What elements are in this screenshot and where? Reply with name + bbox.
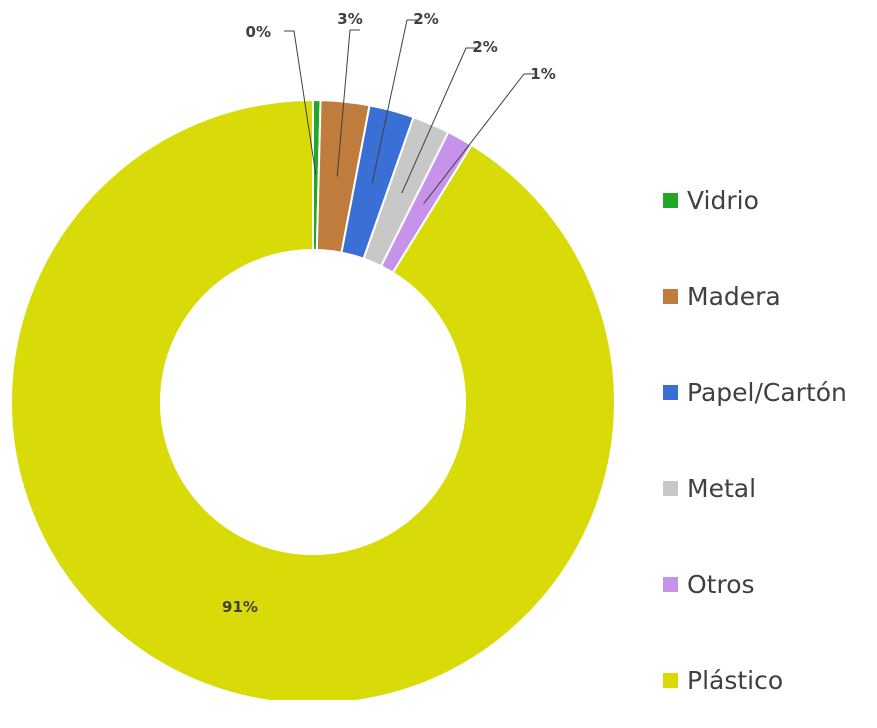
donut-chart: 0% 3% 2% 2% 1% 91% <box>10 10 616 700</box>
data-labels: 0% 3% 2% 2% 1% 91% <box>222 10 556 616</box>
donut-slices <box>10 98 616 700</box>
legend-label-metal: Metal <box>687 473 757 503</box>
data-label-plastico: 91% <box>222 598 258 616</box>
leader-line-madera <box>336 29 360 177</box>
legend-item-papel-carton: Papel/Cartón <box>663 344 847 440</box>
legend-item-otros: Otros <box>663 536 847 632</box>
legend-item-madera: Madera <box>663 248 847 344</box>
legend-label-papel-carton: Papel/Cartón <box>687 377 847 407</box>
legend-swatch-papel-carton <box>663 384 678 400</box>
legend-label-vidrio: Vidrio <box>687 185 759 215</box>
legend-swatch-plastico <box>663 672 678 688</box>
legend-item-plastico: Plástico <box>663 632 847 728</box>
legend-item-vidrio: Vidrio <box>663 152 847 248</box>
legend-swatch-otros <box>663 576 678 592</box>
legend-item-metal: Metal <box>663 440 847 536</box>
legend-swatch-metal <box>663 480 678 496</box>
legend-swatch-madera <box>663 288 678 304</box>
data-label-metal: 2% <box>472 38 497 56</box>
leader-line-vidrio <box>284 30 317 176</box>
data-label-otros: 1% <box>530 65 555 83</box>
data-label-papel-carton: 2% <box>413 10 438 28</box>
leader-line-otros <box>423 73 534 205</box>
data-label-vidrio: 0% <box>246 23 271 41</box>
slice-plastico <box>10 98 616 700</box>
leader-line-papel-carton <box>371 19 417 183</box>
legend: Vidrio Madera Papel/Cartón Metal Otros Plásti… <box>663 152 847 728</box>
data-label-madera: 3% <box>337 10 362 28</box>
legend-label-madera: Madera <box>687 281 781 311</box>
legend-label-plastico: Plástico <box>687 665 784 695</box>
leader-line-metal <box>401 47 476 194</box>
legend-label-otros: Otros <box>687 569 755 599</box>
leader-lines <box>284 19 534 205</box>
legend-swatch-vidrio <box>663 192 678 208</box>
